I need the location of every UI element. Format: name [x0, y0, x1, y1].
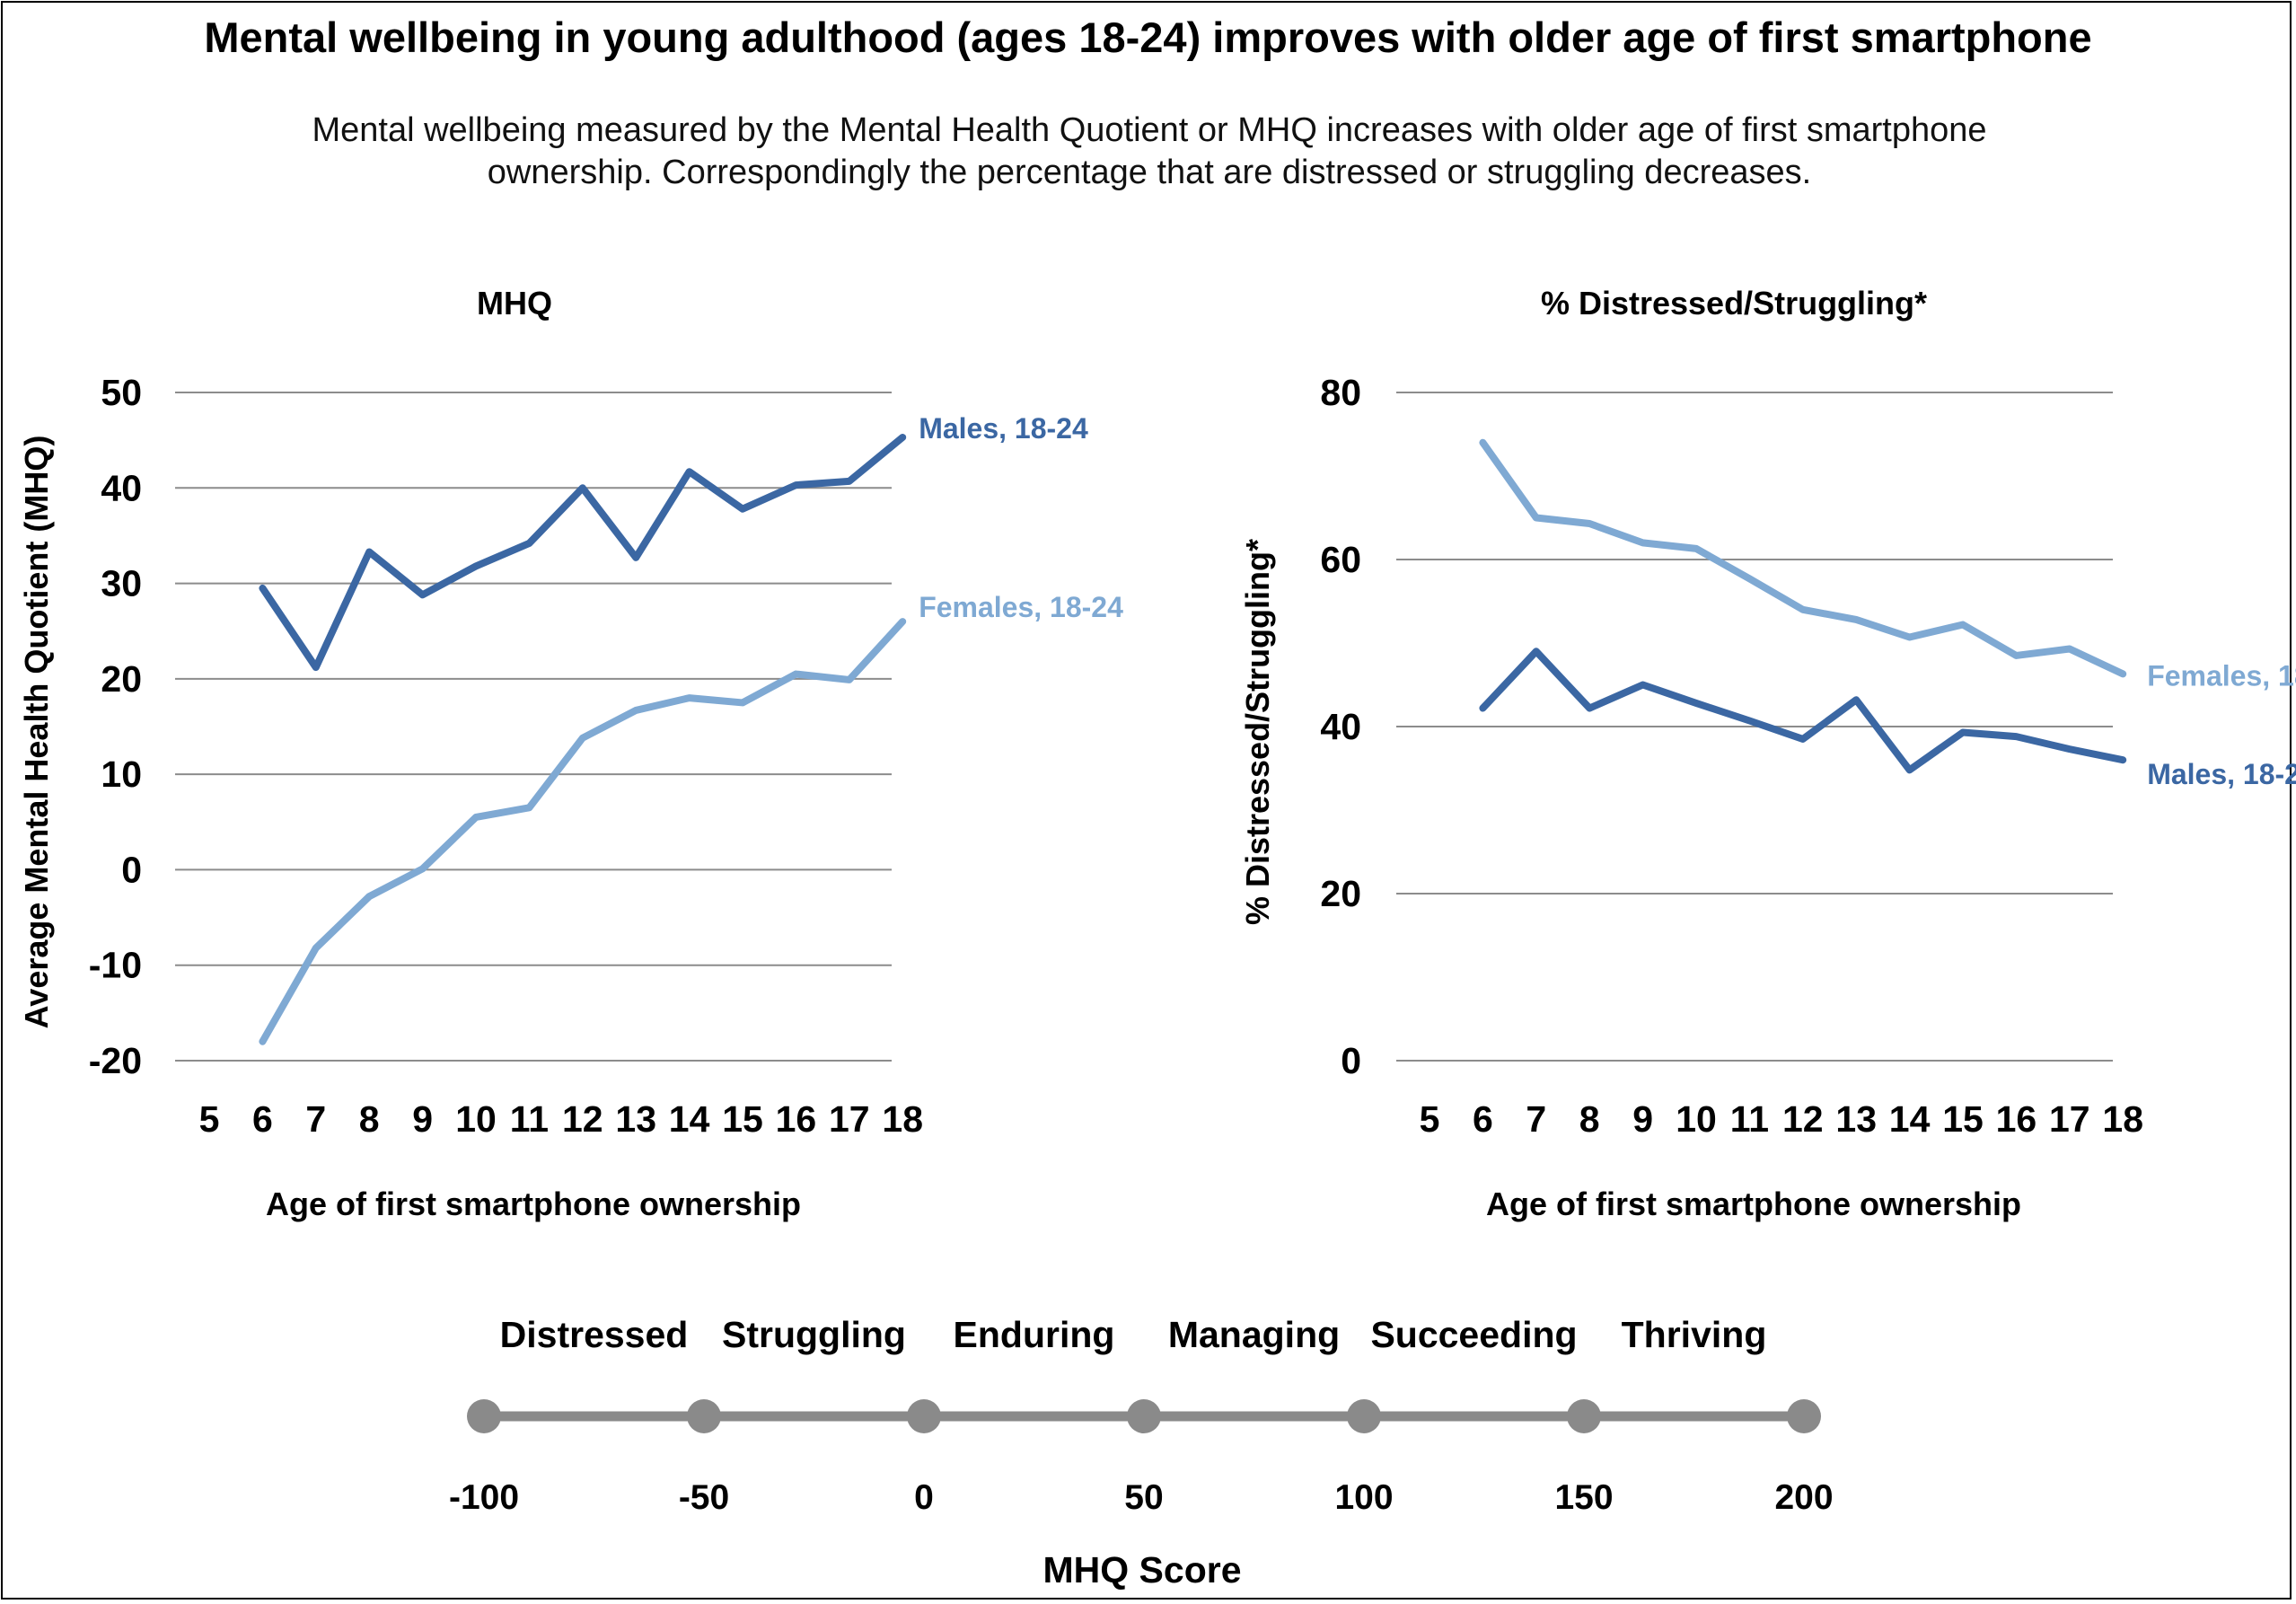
scale-value-label: 100 [1334, 1478, 1393, 1517]
y-tick-label: 80 [1320, 372, 1361, 413]
x-tick-label: 8 [1579, 1098, 1600, 1140]
x-tick-label: 14 [1889, 1098, 1931, 1140]
scale-category-enduring: Enduring [954, 1314, 1115, 1355]
x-tick-label: 6 [252, 1098, 273, 1140]
series-label-females-18-24: Females, 18-24 [2147, 659, 2296, 692]
x-tick-label: 11 [510, 1098, 549, 1140]
x-tick-label: 5 [1420, 1098, 1440, 1140]
x-tick-label: 18 [882, 1098, 923, 1140]
y-tick-label: 20 [1320, 873, 1361, 914]
y-tick-label: 30 [101, 563, 142, 604]
x-tick-label: 13 [615, 1098, 656, 1140]
series-label-males-18-24: Males, 18-24 [919, 412, 1088, 445]
scale-axis-title: MHQ Score [1043, 1549, 1242, 1591]
x-tick-label: 15 [1942, 1098, 1984, 1140]
x-tick-label: 14 [669, 1098, 710, 1140]
scale-dot [687, 1399, 721, 1433]
x-tick-label: 9 [1632, 1098, 1653, 1140]
x-tick-label: 12 [562, 1098, 603, 1140]
scale-dot [1347, 1399, 1381, 1433]
scale-dot [1787, 1399, 1821, 1433]
y-tick-label: 0 [1341, 1040, 1361, 1081]
y-tick-label: 40 [101, 467, 142, 508]
series-line-males-18-24 [259, 433, 907, 672]
scale-category-managing: Managing [1168, 1314, 1340, 1355]
scale-value-label: 0 [914, 1478, 934, 1517]
scale-value-label: 150 [1554, 1478, 1613, 1517]
x-tick-label: 7 [305, 1098, 326, 1140]
x-tick-label: 10 [1676, 1098, 1717, 1140]
mhq-score-scale: -100 -50 0 50 100 150 200 Distressed Struggling E… [449, 1314, 1834, 1591]
x-tick-label: 13 [1835, 1098, 1877, 1140]
series-label-males-18-24: Males, 18-24 [2147, 758, 2296, 790]
panel-title: % Distressed/Struggling* [1541, 285, 1927, 322]
scale-value-label: 50 [1124, 1478, 1163, 1517]
series-label-females-18-24: Females, 18-24 [919, 591, 1123, 623]
y-axis-title: % Distressed/Struggling* [1239, 539, 1276, 925]
x-tick-label: 15 [722, 1098, 763, 1140]
y-tick-label: -10 [89, 945, 142, 986]
x-axis-title: Age of first smartphone ownership [266, 1185, 801, 1222]
x-tick-label: 17 [829, 1098, 870, 1140]
x-tick-label: 18 [2102, 1098, 2143, 1140]
x-tick-label: 11 [1730, 1098, 1769, 1140]
scale-value-label: -50 [679, 1478, 729, 1517]
x-tick-label: 12 [1782, 1098, 1824, 1140]
series-line-females-18-24 [1479, 438, 2127, 678]
mhq-panel: 50 40 30 20 10 0 -10 -20 5 6 7 8 9 10 11 12 13 14 15 16 17 18… [18, 285, 1123, 1222]
scale-category-succeeding: Succeeding [1370, 1314, 1577, 1355]
x-tick-label: 6 [1473, 1098, 1493, 1140]
scale-category-struggling: Struggling [722, 1314, 906, 1355]
y-axis-title: Average Mental Health Quotient (MHQ) [18, 436, 55, 1029]
x-tick-label: 8 [359, 1098, 380, 1140]
y-tick-label: 0 [121, 849, 142, 890]
x-tick-label: 17 [2049, 1098, 2090, 1140]
series-line-females-18-24 [259, 618, 907, 1045]
y-tick-label: 50 [101, 372, 142, 413]
panel-title: MHQ [477, 285, 552, 322]
scale-dot [907, 1399, 941, 1433]
series-line-males-18-24 [1479, 648, 2127, 774]
y-tick-label: 40 [1320, 706, 1361, 747]
x-tick-label: 10 [455, 1098, 497, 1140]
scale-dot [1127, 1399, 1161, 1433]
distressed-panel: 80 60 40 20 0 5 6 7 8 9 10 11 12 13 14 15 16 17 18 % Distre… [1239, 285, 2296, 1222]
scale-dot [467, 1399, 501, 1433]
x-tick-label: 16 [776, 1098, 817, 1140]
scale-category-thriving: Thriving [1622, 1314, 1767, 1355]
x-axis-title: Age of first smartphone ownership [1486, 1185, 2021, 1222]
page-title: Mental wellbeing in young adulthood (age… [204, 13, 2092, 61]
y-tick-label: -20 [89, 1040, 142, 1081]
scale-value-label: -100 [449, 1478, 519, 1517]
x-tick-label: 9 [412, 1098, 433, 1140]
x-tick-label: 5 [199, 1098, 220, 1140]
x-tick-label: 7 [1526, 1098, 1546, 1140]
scale-value-label: 200 [1774, 1478, 1833, 1517]
scale-dot [1567, 1399, 1601, 1433]
y-tick-label: 20 [101, 658, 142, 700]
scale-category-distressed: Distressed [500, 1314, 689, 1355]
y-tick-label: 10 [101, 754, 142, 795]
x-tick-label: 16 [1996, 1098, 2037, 1140]
y-tick-label: 60 [1320, 539, 1361, 580]
page-subtitle: Mental wellbeing measured by the Mental … [312, 111, 1987, 191]
